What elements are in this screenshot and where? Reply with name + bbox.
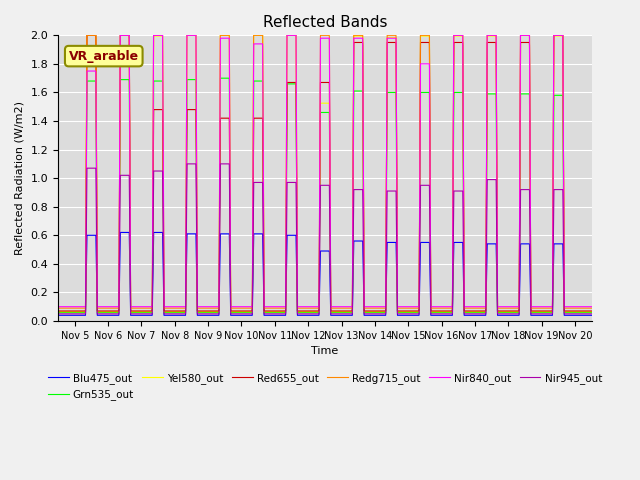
Line: Redg715_out: Redg715_out bbox=[42, 36, 608, 308]
Nir945_out bbox=[156, 168, 163, 174]
Grn535_out bbox=[216, 75, 224, 81]
Nir840_out bbox=[89, 68, 97, 74]
Red655_out bbox=[386, 39, 394, 45]
Y-axis label: Reflected Radiation (W/m2): Reflected Radiation (W/m2) bbox=[15, 101, 25, 255]
Red655_out bbox=[83, 33, 91, 38]
Nir945_out bbox=[89, 165, 97, 171]
Nir840_out bbox=[386, 36, 394, 41]
Yel580_out bbox=[83, 33, 91, 38]
Nir840_out bbox=[380, 304, 388, 310]
Redg715_out bbox=[83, 33, 91, 38]
Blu475_out bbox=[386, 240, 394, 245]
Nir945_out bbox=[183, 161, 191, 167]
Red655_out bbox=[89, 33, 97, 38]
Red655_out bbox=[128, 308, 136, 314]
Line: Nir945_out: Nir945_out bbox=[42, 164, 608, 314]
Nir945_out bbox=[604, 311, 612, 317]
Yel580_out bbox=[380, 309, 388, 314]
Nir945_out bbox=[386, 188, 394, 194]
Grn535_out bbox=[380, 310, 388, 315]
Grn535_out bbox=[156, 78, 163, 84]
Nir840_out bbox=[38, 304, 45, 310]
Yel580_out bbox=[89, 33, 97, 38]
Redg715_out bbox=[380, 305, 388, 311]
Blu475_out bbox=[116, 229, 124, 235]
Grn535_out bbox=[38, 310, 45, 315]
Nir840_out bbox=[128, 304, 136, 310]
Line: Yel580_out: Yel580_out bbox=[42, 36, 608, 312]
Nir840_out bbox=[443, 304, 451, 310]
Redg715_out bbox=[156, 33, 163, 38]
Blu475_out bbox=[443, 312, 451, 318]
Grn535_out bbox=[386, 90, 394, 96]
Red655_out bbox=[380, 308, 388, 314]
Nir840_out bbox=[604, 304, 612, 310]
Nir840_out bbox=[116, 33, 124, 38]
Yel580_out bbox=[443, 309, 451, 314]
Red655_out bbox=[156, 107, 163, 112]
Line: Red655_out: Red655_out bbox=[42, 36, 608, 311]
Grn535_out bbox=[604, 310, 612, 315]
Grn535_out bbox=[89, 78, 97, 84]
Line: Nir840_out: Nir840_out bbox=[42, 36, 608, 307]
Nir945_out bbox=[38, 311, 45, 317]
Legend: Blu475_out, Grn535_out, Yel580_out, Red655_out, Redg715_out, Nir840_out, Nir945_: Blu475_out, Grn535_out, Yel580_out, Red6… bbox=[44, 369, 606, 405]
Nir945_out bbox=[128, 311, 136, 317]
Blu475_out bbox=[89, 232, 97, 238]
Yel580_out bbox=[604, 309, 612, 314]
Red655_out bbox=[38, 308, 45, 314]
Title: Reflected Bands: Reflected Bands bbox=[262, 15, 387, 30]
Nir945_out bbox=[380, 311, 388, 317]
Yel580_out bbox=[128, 309, 136, 314]
X-axis label: Time: Time bbox=[311, 346, 339, 356]
Redg715_out bbox=[604, 305, 612, 311]
Yel580_out bbox=[38, 309, 45, 314]
Blu475_out bbox=[604, 312, 612, 318]
Blu475_out bbox=[128, 312, 136, 318]
Red655_out bbox=[443, 308, 451, 314]
Line: Blu475_out: Blu475_out bbox=[42, 232, 608, 315]
Blu475_out bbox=[38, 312, 45, 318]
Grn535_out bbox=[128, 310, 136, 315]
Redg715_out bbox=[89, 33, 97, 38]
Red655_out bbox=[604, 308, 612, 314]
Blu475_out bbox=[380, 312, 388, 318]
Nir945_out bbox=[443, 311, 451, 317]
Yel580_out bbox=[156, 33, 163, 39]
Redg715_out bbox=[128, 305, 136, 311]
Yel580_out bbox=[386, 35, 394, 40]
Redg715_out bbox=[38, 305, 45, 311]
Nir840_out bbox=[156, 33, 163, 38]
Line: Grn535_out: Grn535_out bbox=[42, 78, 608, 312]
Grn535_out bbox=[443, 310, 451, 315]
Text: VR_arable: VR_arable bbox=[68, 49, 139, 62]
Redg715_out bbox=[443, 305, 451, 311]
Redg715_out bbox=[386, 33, 394, 38]
Blu475_out bbox=[156, 229, 163, 235]
